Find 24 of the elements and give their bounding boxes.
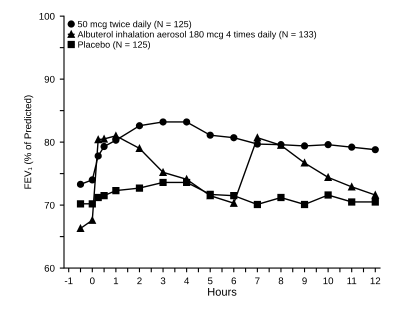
x-tick-label: 0 [90, 277, 95, 284]
y-tick-label: 90 [44, 76, 55, 83]
x-tick-label: 2 [137, 277, 142, 284]
x-axis-title: Hours [208, 288, 236, 296]
y-tick-label: 60 [44, 264, 55, 272]
x-tick-label: 9 [302, 277, 307, 284]
y-tick-label: 100 [39, 12, 55, 20]
legend-label: 50 mcg twice daily (N = 125) [78, 20, 192, 30]
legend-label: Albuterol inhalation aerosol 180 mcg 4 times daily (N = 133) [78, 30, 316, 40]
x-tick-label: 1 [114, 277, 118, 284]
x-tick-label: 10 [323, 277, 334, 284]
x-tick-label: 3 [160, 277, 166, 284]
x-tick-label: 4 [184, 277, 190, 284]
y-tick-label: 80 [44, 138, 55, 146]
x-tick-label: -1 [64, 277, 73, 284]
x-tick-label: 5 [208, 277, 213, 284]
x-tick-label: 6 [232, 277, 236, 284]
y-tick-label: 70 [44, 202, 55, 209]
x-tick-label: 7 [255, 277, 260, 284]
x-tick-label: 12 [370, 277, 380, 284]
x-tick-label: 8 [278, 277, 284, 284]
x-tick-label: 11 [347, 277, 356, 284]
y-axis-title: FEV₁ (% of Predicted) [24, 95, 34, 189]
legend-label: Placebo (N = 125) [78, 41, 150, 50]
